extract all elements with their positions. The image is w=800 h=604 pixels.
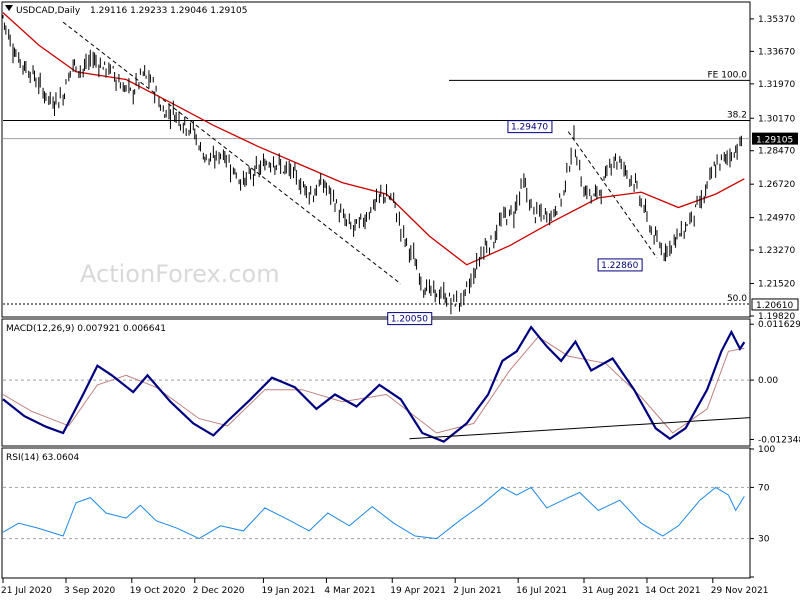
price-header-symbol: USDCAD,Daily [16, 6, 81, 16]
price-annotation-box [597, 258, 643, 272]
x-tick-label: 31 Aug 2021 [582, 586, 640, 596]
macd-y-tick-label: 0.00 [758, 376, 778, 386]
price-y-tick-label: 1.24970 [758, 214, 795, 224]
x-tick-label: 21 Jul 2020 [1, 586, 52, 596]
last-price-tag-label: 1.29105 [756, 136, 793, 146]
rsi-panel-frame [1, 447, 751, 579]
price-y-tick-label: 1.23270 [758, 246, 795, 256]
rsi-y-tick-label: 30 [758, 535, 770, 545]
price-level-label: 38.2 [727, 111, 747, 121]
macd-trendline [409, 417, 751, 440]
macd-layer [2, 325, 751, 443]
price-y-tick-label: 1.35370 [758, 15, 795, 25]
watermark: ActionForex.com [80, 260, 280, 288]
price-annotation-box [387, 312, 433, 326]
fib-trendline [567, 131, 658, 259]
x-tick-label: 16 Jul 2021 [516, 586, 567, 596]
x-tick-label: 2 Jun 2021 [453, 586, 501, 596]
x-tick-label: 29 Nov 2021 [711, 586, 769, 596]
x-tick-label: 19 Jan 2021 [261, 586, 315, 596]
x-tick-label: 4 Mar 2021 [324, 586, 375, 596]
x-tick-label: 3 Sep 2020 [64, 586, 116, 596]
price-y-tick-label: 1.21520 [758, 280, 795, 290]
price-panel-frame [1, 1, 751, 318]
x-tick-label: 19 Apr 2021 [390, 586, 446, 596]
last-price-tag [752, 132, 798, 145]
price-y-tick-label: 1.26720 [758, 180, 795, 190]
rsi-layer [2, 486, 750, 540]
price-layer: FE 100.0 38.2 50.0 1.29470 1.22860 1.20050 [2, 12, 750, 326]
macd-y-tick-label: 0.011629 [758, 320, 800, 330]
price-y-tick-label: 1.33670 [758, 47, 795, 57]
price-level-label: FE 100.0 [708, 70, 748, 80]
rsi-title: RSI(14) 63.0604 [6, 453, 79, 463]
price-header-ohlc: 1.29116 1.29233 1.29046 1.29105 [90, 6, 247, 16]
price-y-tick-label: 1.19820 [758, 312, 795, 322]
macd-title: MACD(12,26,9) 0.007921 0.006641 [6, 324, 166, 334]
x-tick-label: 19 Oct 2020 [130, 586, 186, 596]
rsi-y-tick-label: 100 [758, 445, 775, 455]
price-trendline [62, 21, 402, 285]
rsi-y-tick-label: 70 [758, 483, 770, 493]
level-tag [751, 298, 799, 311]
x-tick-label: 14 Oct 2021 [645, 586, 701, 596]
macd-panel-frame [1, 318, 751, 447]
price-y-tick-label: 1.28470 [758, 147, 795, 157]
x-tick-label: 2 Dec 2020 [193, 586, 245, 596]
price-annotation-label: 1.29470 [511, 123, 548, 133]
price-y-tick-label: 1.30170 [758, 114, 795, 124]
macd-y-tick-label: -0.012348 [758, 435, 800, 445]
level-tag-label: 1.20610 [756, 301, 793, 311]
dropdown-triangle-icon [5, 5, 13, 11]
rsi-line [2, 486, 745, 540]
price-annotation-box [507, 120, 553, 134]
macd-line [2, 325, 746, 443]
price-annotation-label: 1.22860 [601, 261, 638, 271]
price-y-tick-label: 1.31970 [758, 80, 795, 90]
price-level-label: 50.0 [727, 294, 747, 304]
axes-layer: 1.35370 1.33670 1.31970 1.30170 1.28470 1.267… [1, 15, 800, 596]
price-annotation-label: 1.20050 [391, 315, 428, 325]
